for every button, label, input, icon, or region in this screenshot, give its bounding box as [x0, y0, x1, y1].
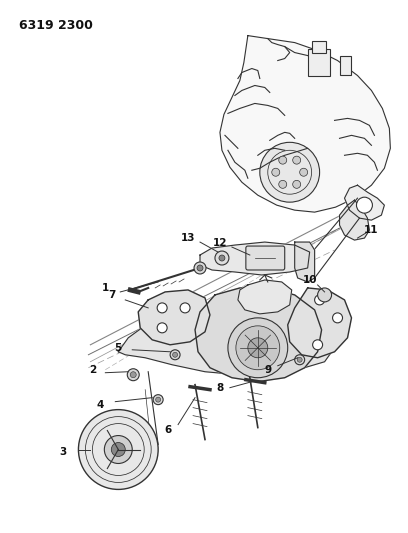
Text: 1: 1	[102, 283, 109, 293]
Circle shape	[279, 156, 287, 164]
Polygon shape	[344, 185, 384, 220]
Text: 8: 8	[216, 383, 224, 393]
Circle shape	[153, 394, 163, 405]
Circle shape	[357, 197, 373, 213]
Circle shape	[313, 340, 323, 350]
Circle shape	[111, 442, 125, 456]
Circle shape	[194, 262, 206, 274]
Polygon shape	[138, 290, 210, 345]
Circle shape	[236, 326, 280, 370]
Circle shape	[104, 435, 132, 464]
Text: 10: 10	[302, 275, 317, 285]
Text: 12: 12	[213, 238, 227, 248]
Circle shape	[215, 251, 229, 265]
Circle shape	[260, 142, 319, 202]
FancyBboxPatch shape	[339, 55, 352, 76]
Polygon shape	[220, 36, 390, 212]
Circle shape	[170, 350, 180, 360]
Text: 7: 7	[109, 290, 116, 300]
FancyBboxPatch shape	[246, 246, 285, 270]
Circle shape	[248, 338, 268, 358]
Circle shape	[130, 372, 136, 378]
Polygon shape	[200, 242, 310, 275]
Circle shape	[180, 303, 190, 313]
Circle shape	[78, 410, 158, 489]
Circle shape	[297, 357, 302, 362]
Circle shape	[272, 168, 280, 176]
Circle shape	[293, 180, 301, 188]
Text: 6: 6	[164, 425, 172, 434]
Circle shape	[157, 323, 167, 333]
Circle shape	[173, 352, 177, 357]
Polygon shape	[238, 280, 292, 314]
Text: 2: 2	[89, 365, 96, 375]
Circle shape	[295, 355, 305, 365]
Circle shape	[299, 168, 308, 176]
Polygon shape	[118, 308, 335, 375]
Circle shape	[279, 180, 287, 188]
Text: 11: 11	[364, 225, 379, 235]
Text: 3: 3	[59, 447, 66, 457]
Polygon shape	[288, 288, 352, 358]
Polygon shape	[195, 288, 322, 382]
Circle shape	[156, 397, 161, 402]
Circle shape	[127, 369, 139, 381]
Polygon shape	[339, 200, 369, 240]
FancyBboxPatch shape	[312, 41, 326, 53]
Text: 9: 9	[264, 365, 271, 375]
Polygon shape	[295, 242, 315, 282]
Text: 6319 2300: 6319 2300	[19, 19, 93, 31]
Circle shape	[333, 313, 343, 323]
Circle shape	[293, 156, 301, 164]
FancyBboxPatch shape	[308, 49, 330, 77]
Circle shape	[315, 295, 325, 305]
Circle shape	[228, 318, 288, 378]
Circle shape	[219, 255, 225, 261]
Circle shape	[157, 303, 167, 313]
Text: 13: 13	[181, 233, 195, 243]
Text: 4: 4	[97, 400, 104, 410]
Circle shape	[317, 288, 332, 302]
Text: 5: 5	[115, 343, 122, 353]
Circle shape	[197, 265, 203, 271]
